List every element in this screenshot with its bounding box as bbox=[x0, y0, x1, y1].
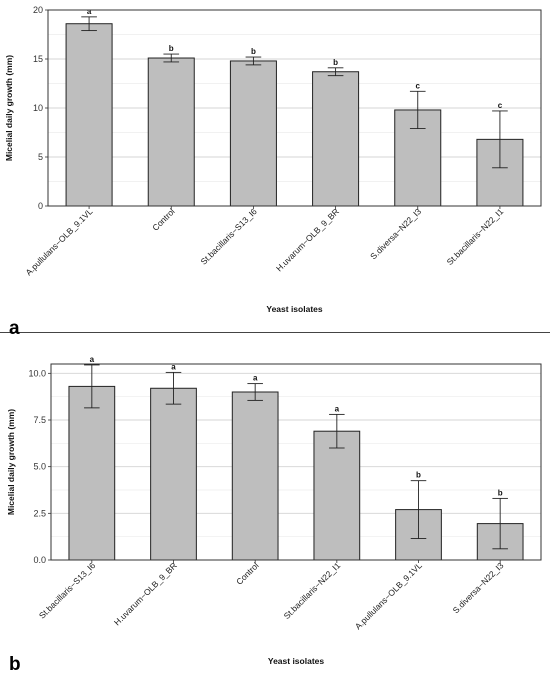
bar bbox=[476, 138, 524, 207]
error-bar bbox=[247, 383, 263, 401]
significance-label: b bbox=[333, 58, 338, 67]
error-bar bbox=[84, 364, 100, 409]
y-tick-label: 5.0 bbox=[33, 462, 46, 472]
bar bbox=[150, 387, 197, 561]
significance-label: a bbox=[335, 404, 340, 413]
plot-area bbox=[51, 364, 541, 560]
bar bbox=[229, 60, 277, 207]
x-tick-label: A.pullulans−OLB_9.1VL bbox=[353, 560, 424, 631]
bar bbox=[65, 23, 113, 207]
y-tick-label: 10.0 bbox=[28, 368, 46, 378]
bar bbox=[231, 391, 279, 561]
y-tick-label: 20 bbox=[33, 5, 43, 15]
x-tick-label: H.uvarum−OLB_9_BR bbox=[112, 560, 179, 627]
y-tick-label: 0 bbox=[38, 201, 43, 211]
significance-label: b bbox=[498, 488, 503, 497]
x-tick-label: Control bbox=[234, 560, 261, 587]
y-tick-label: 10 bbox=[33, 103, 43, 113]
error-bar bbox=[163, 53, 180, 63]
x-axis-label: Yeast isolates bbox=[266, 304, 323, 314]
bar bbox=[68, 385, 116, 561]
x-tick-label: S.diversa−N22_I3 bbox=[451, 560, 506, 615]
x-tick-label: St.bacillaris−S13_I6 bbox=[37, 560, 98, 621]
significance-label: a bbox=[253, 374, 258, 383]
x-tick-label: H.uvarum−OLB_9_BR bbox=[274, 206, 341, 273]
plot-border bbox=[47, 9, 542, 207]
y-tick-label: 5 bbox=[38, 152, 43, 162]
y-tick-label: 2.5 bbox=[33, 508, 46, 518]
x-tick-label: A.pullulans−OLB_9.1VL bbox=[23, 206, 94, 277]
plot-border bbox=[50, 363, 542, 561]
error-bar bbox=[492, 497, 508, 550]
significance-label: c bbox=[416, 81, 421, 90]
y-tick-label: 15 bbox=[33, 54, 43, 64]
panel-label: b bbox=[9, 654, 21, 675]
significance-label: a bbox=[171, 362, 176, 371]
x-axis-label: Yeast isolates bbox=[268, 656, 325, 666]
x-tick-label: S.diversa−N22_I3 bbox=[368, 206, 423, 261]
error-bar bbox=[81, 16, 97, 32]
y-axis-label: Micelial daily growth (mm) bbox=[4, 55, 14, 161]
chart-panel-a: a A.pullulans−OLB_9.1VL b Control b St.bacill… bbox=[4, 5, 542, 339]
significance-label: b bbox=[169, 44, 174, 53]
error-bar bbox=[329, 413, 345, 449]
panel-label: a bbox=[9, 318, 20, 339]
y-tick-label: 7.5 bbox=[33, 415, 46, 425]
error-bar bbox=[492, 110, 508, 169]
error-bar bbox=[409, 90, 426, 130]
x-tick-label: St.bacillaris−N22_I1 bbox=[445, 206, 506, 267]
x-tick-label: St.bacillaris−S13_I6 bbox=[198, 206, 259, 267]
error-bar bbox=[165, 371, 182, 405]
significance-label: b bbox=[251, 47, 256, 56]
chart-panel-b: a St.bacillaris−S13_I6 a H.uvarum−OLB_9_BR a… bbox=[6, 355, 542, 675]
bar bbox=[313, 430, 361, 561]
error-bar bbox=[327, 67, 344, 77]
significance-label: a bbox=[87, 7, 92, 16]
y-tick-label: 0.0 bbox=[33, 555, 46, 565]
error-bar bbox=[410, 480, 427, 539]
x-tick-label: St.bacillaris−N22_I1 bbox=[282, 560, 343, 621]
y-axis-label: Micelial daily growth (mm) bbox=[6, 409, 16, 515]
bar bbox=[312, 71, 360, 207]
significance-label: a bbox=[90, 355, 95, 364]
significance-label: b bbox=[416, 471, 421, 480]
error-bar bbox=[245, 56, 262, 66]
x-tick-label: Control bbox=[150, 206, 177, 233]
significance-label: c bbox=[498, 101, 503, 110]
bar bbox=[147, 57, 195, 207]
